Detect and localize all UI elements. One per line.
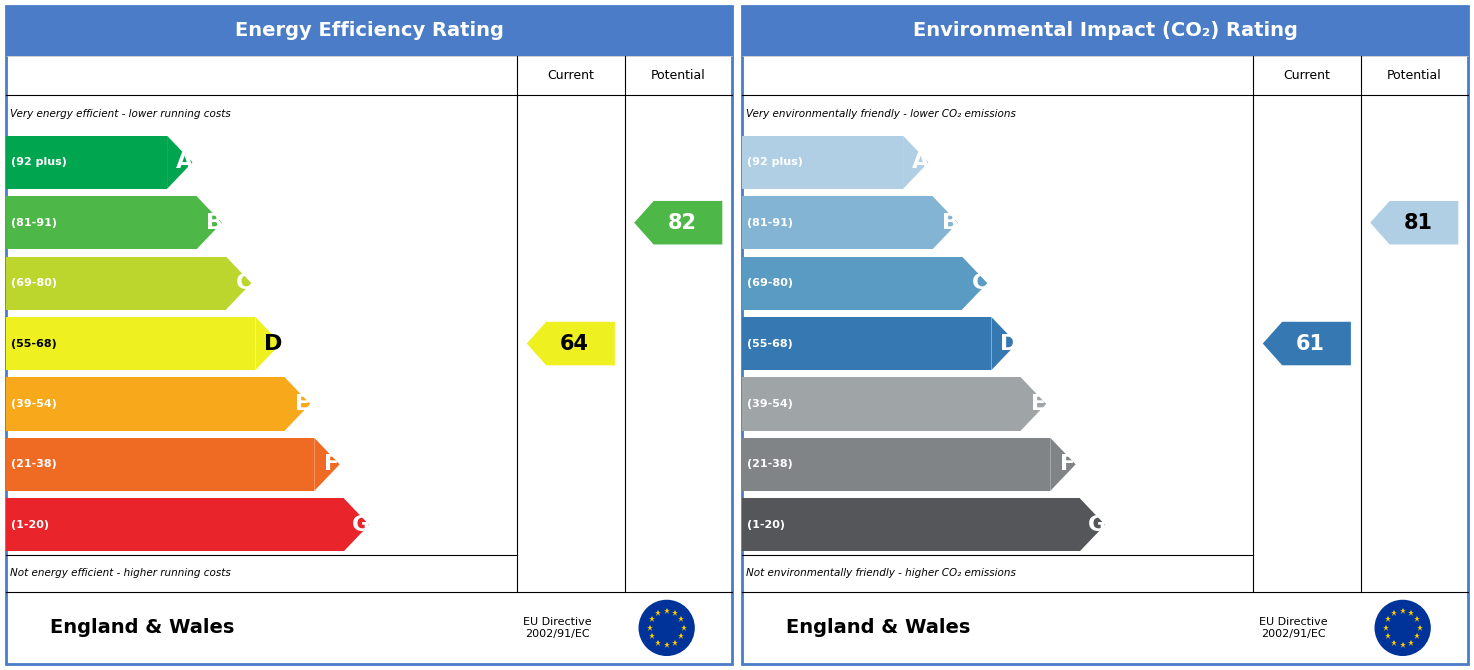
Polygon shape (963, 257, 988, 310)
Text: (81-91): (81-91) (747, 218, 793, 228)
Text: (69-80): (69-80) (747, 278, 793, 288)
Bar (6, 257, 226, 310)
Text: (69-80): (69-80) (10, 278, 57, 288)
Polygon shape (1371, 201, 1458, 245)
Text: (92 plus): (92 plus) (747, 157, 803, 168)
Text: A: A (912, 152, 930, 172)
Circle shape (640, 600, 694, 655)
Polygon shape (634, 201, 722, 245)
Text: F: F (324, 454, 339, 474)
Polygon shape (226, 257, 252, 310)
Polygon shape (526, 322, 615, 365)
Polygon shape (284, 377, 310, 431)
Text: Energy Efficiency Rating: Energy Efficiency Rating (234, 21, 504, 40)
Polygon shape (992, 317, 1017, 370)
Text: A: A (177, 152, 193, 172)
Text: EU Directive
2002/91/EC: EU Directive 2002/91/EC (1259, 617, 1328, 639)
Bar (741, 377, 1021, 431)
Bar (741, 257, 963, 310)
Polygon shape (933, 196, 958, 249)
Text: Current: Current (1284, 69, 1330, 82)
Text: Not energy efficient - higher running costs: Not energy efficient - higher running co… (10, 568, 231, 578)
Text: 82: 82 (668, 212, 697, 232)
Text: C: C (236, 273, 252, 293)
Bar (6, 498, 343, 551)
Bar (6, 6, 733, 664)
Text: Environmental Impact (CO₂) Rating: Environmental Impact (CO₂) Rating (912, 21, 1297, 40)
Polygon shape (1263, 322, 1350, 365)
Text: (92 plus): (92 plus) (10, 157, 66, 168)
Text: (81-91): (81-91) (10, 218, 57, 228)
Text: EU Directive
2002/91/EC: EU Directive 2002/91/EC (523, 617, 593, 639)
Bar (6, 317, 255, 370)
Text: (39-54): (39-54) (747, 399, 793, 409)
Text: B: B (206, 212, 223, 232)
Bar (741, 136, 904, 189)
Text: E: E (295, 394, 310, 414)
Bar (741, 438, 1051, 491)
Polygon shape (904, 136, 929, 189)
Bar (741, 6, 1468, 664)
Polygon shape (314, 438, 339, 491)
Text: E: E (1030, 394, 1047, 414)
Text: 81: 81 (1403, 212, 1433, 232)
Text: C: C (971, 273, 988, 293)
Text: D: D (264, 334, 283, 354)
Text: Very energy efficient - lower running costs: Very energy efficient - lower running co… (10, 109, 231, 119)
Text: (21-38): (21-38) (10, 460, 57, 470)
Text: Current: Current (547, 69, 594, 82)
Bar (741, 317, 992, 370)
Circle shape (1375, 600, 1430, 655)
Polygon shape (167, 136, 193, 189)
Text: 61: 61 (1296, 334, 1325, 354)
Text: (1-20): (1-20) (747, 520, 786, 530)
Text: (21-38): (21-38) (747, 460, 793, 470)
Text: (55-68): (55-68) (747, 338, 793, 348)
Text: F: F (1060, 454, 1076, 474)
Text: (55-68): (55-68) (10, 338, 57, 348)
Text: 64: 64 (560, 334, 590, 354)
Bar (741, 498, 1080, 551)
Polygon shape (1080, 498, 1106, 551)
Polygon shape (196, 196, 223, 249)
Bar (741, 6, 1468, 56)
Text: D: D (999, 334, 1019, 354)
Text: Not environmentally friendly - higher CO₂ emissions: Not environmentally friendly - higher CO… (746, 568, 1016, 578)
Bar (6, 136, 167, 189)
Polygon shape (1051, 438, 1076, 491)
Text: England & Wales: England & Wales (50, 618, 234, 637)
Bar (6, 377, 284, 431)
Text: Potential: Potential (652, 69, 706, 82)
Text: Very environmentally friendly - lower CO₂ emissions: Very environmentally friendly - lower CO… (746, 109, 1016, 119)
Text: B: B (942, 212, 958, 232)
Text: Potential: Potential (1387, 69, 1442, 82)
Polygon shape (255, 317, 280, 370)
Text: G: G (1088, 515, 1107, 535)
Text: G: G (352, 515, 370, 535)
Bar (6, 196, 196, 249)
Polygon shape (1021, 377, 1047, 431)
Polygon shape (343, 498, 368, 551)
Text: (39-54): (39-54) (10, 399, 57, 409)
Bar (6, 6, 733, 56)
Bar (6, 438, 314, 491)
Bar (741, 196, 933, 249)
Text: (1-20): (1-20) (10, 520, 49, 530)
Text: England & Wales: England & Wales (786, 618, 970, 637)
